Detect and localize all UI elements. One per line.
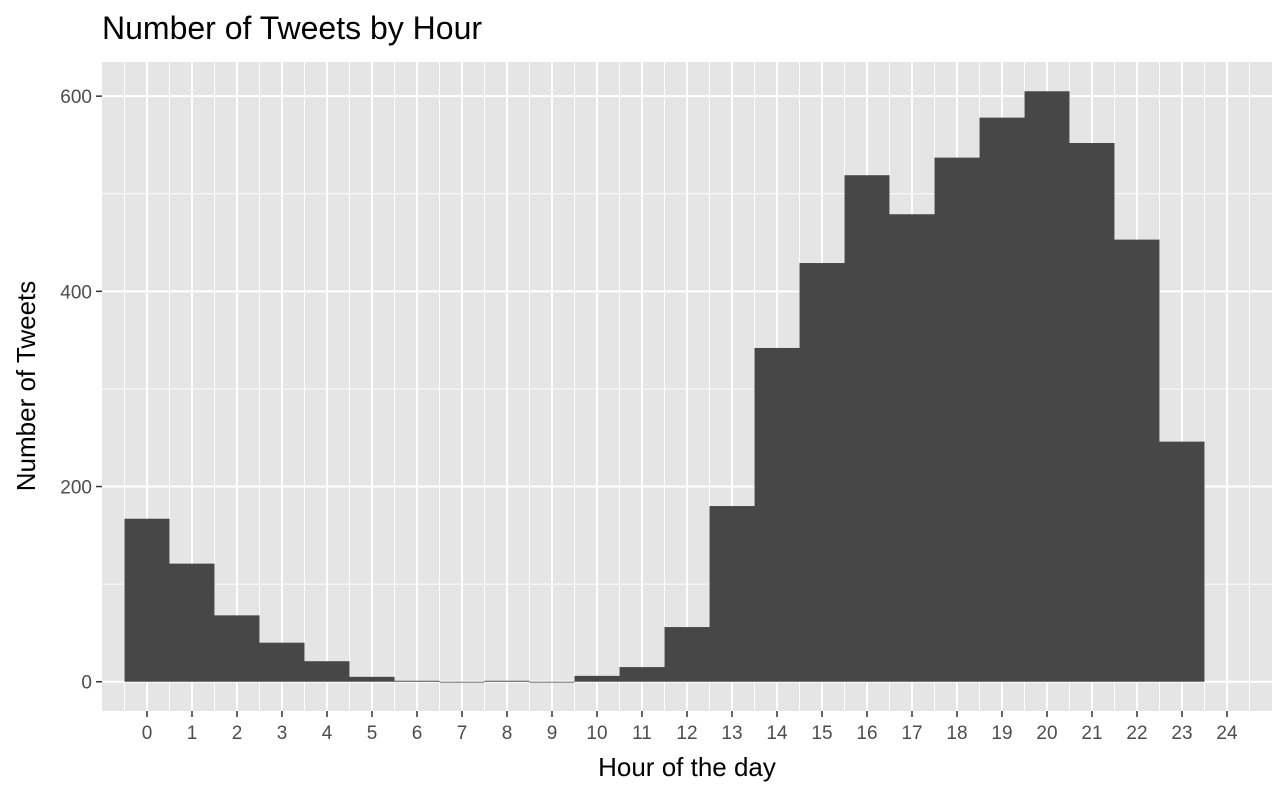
y-tick-label: 200 xyxy=(60,478,92,499)
x-tick-label: 5 xyxy=(367,723,378,744)
bar-hour-2 xyxy=(214,615,260,682)
bar-hour-20 xyxy=(1024,91,1070,682)
bar-hour-19 xyxy=(979,117,1025,682)
x-tick-label: 2 xyxy=(232,723,243,744)
y-tick-label: 600 xyxy=(60,87,92,108)
bar-hour-7 xyxy=(439,681,485,683)
x-tick-label: 9 xyxy=(547,723,558,744)
x-tick-label: 8 xyxy=(502,723,513,744)
x-tick-label: 24 xyxy=(1216,723,1238,744)
x-axis-title: Hour of the day xyxy=(598,752,776,782)
bar-hour-6 xyxy=(394,680,440,682)
bar-hour-14 xyxy=(754,347,800,682)
x-tick-label: 14 xyxy=(766,723,788,744)
bar-hour-3 xyxy=(259,642,305,682)
bar-hour-0 xyxy=(124,518,170,682)
x-tick-label: 17 xyxy=(901,723,922,744)
x-tick-label: 10 xyxy=(586,723,607,744)
bar-hour-11 xyxy=(619,667,665,682)
y-axis: 0 200 400 600 xyxy=(60,87,102,694)
bar-hour-17 xyxy=(889,214,935,682)
bar-hour-5 xyxy=(349,676,395,682)
x-tick-label: 15 xyxy=(811,723,832,744)
x-tick-label: 23 xyxy=(1171,723,1192,744)
x-tick-label: 0 xyxy=(142,723,153,744)
bar-hour-22 xyxy=(1114,239,1160,682)
x-tick-label: 12 xyxy=(676,723,697,744)
bar-hour-18 xyxy=(934,157,980,682)
bar-hour-16 xyxy=(844,175,890,682)
bar-hour-4 xyxy=(304,661,350,682)
y-tick-label: 400 xyxy=(60,282,92,303)
x-tick-label: 21 xyxy=(1081,723,1102,744)
x-tick-label: 20 xyxy=(1036,723,1057,744)
x-axis: 0 1 2 3 4 5 6 7 8 9 10 11 12 13 14 15 16 17 18 19 20 21 22 23 24 xyxy=(142,711,1238,744)
x-tick-label: 11 xyxy=(632,723,652,744)
bar-hour-23 xyxy=(1159,441,1205,682)
x-tick-label: 7 xyxy=(457,723,468,744)
bars xyxy=(124,91,1205,683)
chart-title: Number of Tweets by Hour xyxy=(102,10,482,46)
x-tick-label: 16 xyxy=(856,723,877,744)
bar-hour-10 xyxy=(574,675,620,682)
x-tick-label: 19 xyxy=(991,723,1012,744)
y-tick-label: 0 xyxy=(81,673,92,694)
y-axis-title: Number of Tweets xyxy=(11,281,41,492)
x-tick-label: 3 xyxy=(277,723,288,744)
bar-hour-15 xyxy=(799,263,845,682)
x-tick-label: 4 xyxy=(322,723,333,744)
bar-hour-13 xyxy=(709,506,755,682)
x-tick-label: 13 xyxy=(721,723,742,744)
x-tick-label: 6 xyxy=(412,723,423,744)
x-tick-label: 1 xyxy=(187,723,198,744)
bar-hour-12 xyxy=(664,627,710,682)
bar-hour-8 xyxy=(484,680,530,682)
x-tick-label: 22 xyxy=(1126,723,1147,744)
bar-hour-21 xyxy=(1069,143,1115,682)
x-tick-label: 18 xyxy=(946,723,967,744)
bar-hour-1 xyxy=(169,563,215,682)
bar-hour-9 xyxy=(529,681,575,683)
